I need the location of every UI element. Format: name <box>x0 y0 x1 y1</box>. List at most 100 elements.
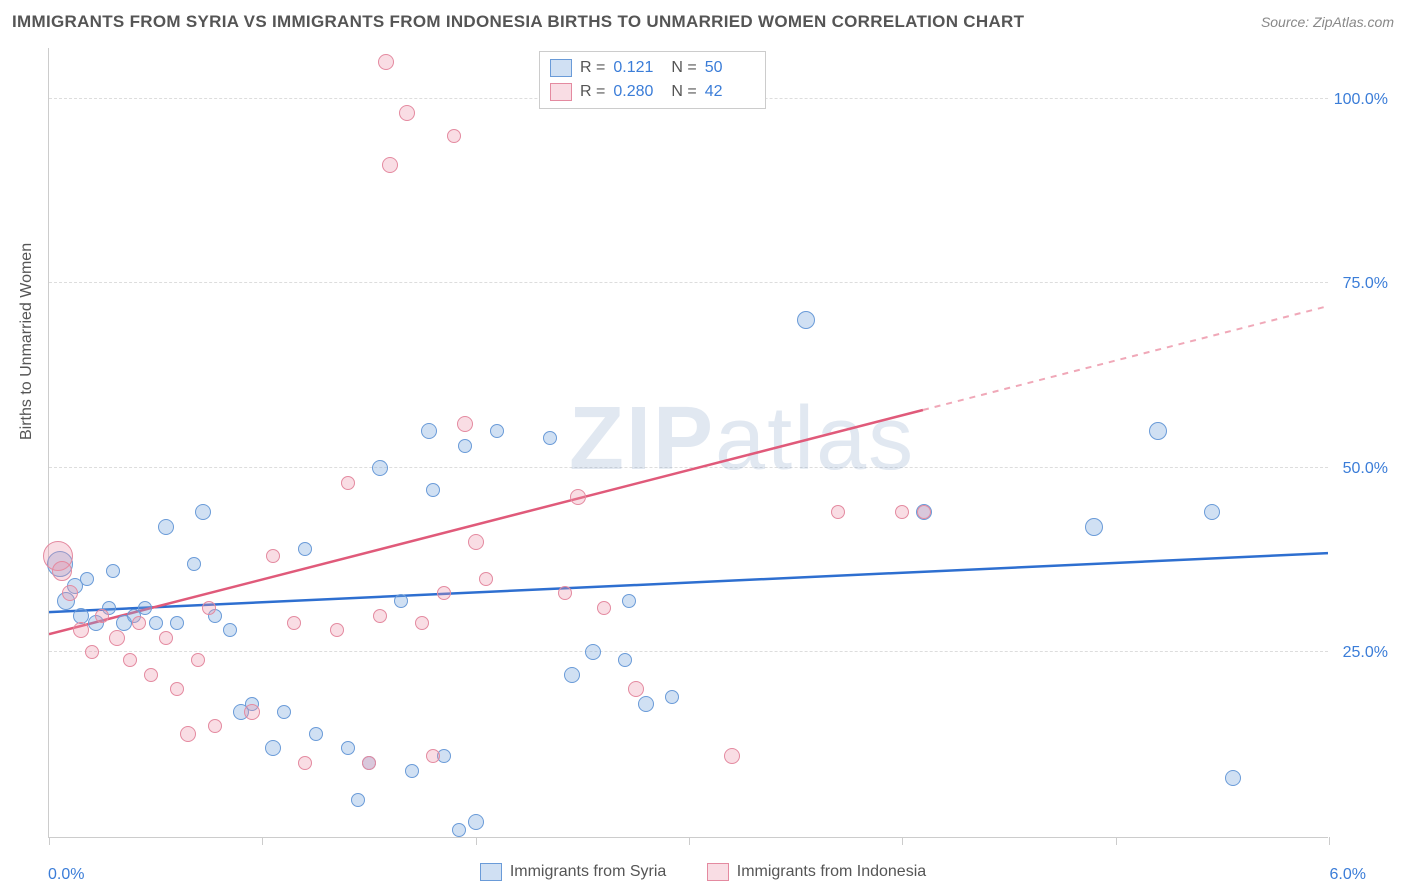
data-point <box>399 105 415 121</box>
data-point <box>665 690 679 704</box>
data-point <box>415 616 429 630</box>
y-tick-label: 75.0% <box>1343 275 1388 293</box>
x-tick <box>689 837 690 845</box>
data-point <box>831 505 845 519</box>
x-tick <box>262 837 263 845</box>
data-point <box>73 622 89 638</box>
data-point <box>895 505 909 519</box>
data-point <box>195 504 211 520</box>
data-point <box>341 741 355 755</box>
data-point <box>277 705 291 719</box>
data-point <box>1085 518 1103 536</box>
data-point <box>80 572 94 586</box>
data-point <box>618 653 632 667</box>
x-tick <box>1329 837 1330 845</box>
data-point <box>170 616 184 630</box>
data-point <box>917 505 931 519</box>
data-point <box>543 431 557 445</box>
data-point <box>191 653 205 667</box>
x-tick <box>476 837 477 845</box>
data-point <box>373 609 387 623</box>
data-point <box>244 704 260 720</box>
correlation-legend: R = 0.121 N = 50 R = 0.280 N = 42 <box>539 51 766 109</box>
r-value: 0.280 <box>613 83 663 101</box>
legend-item-syria: Immigrants from Syria <box>480 863 666 881</box>
data-point <box>144 668 158 682</box>
data-point <box>158 519 174 535</box>
data-point <box>341 476 355 490</box>
data-point <box>558 586 572 600</box>
legend-swatch-syria <box>480 863 502 881</box>
data-point <box>1225 770 1241 786</box>
data-point <box>85 645 99 659</box>
trend-line-solid <box>49 410 923 634</box>
data-point <box>159 631 173 645</box>
grid-line <box>49 467 1328 468</box>
data-point <box>490 424 504 438</box>
watermark: ZIPatlas <box>569 388 915 491</box>
data-point <box>421 423 437 439</box>
data-point <box>597 601 611 615</box>
data-point <box>62 585 78 601</box>
scatter-chart: ZIPatlas R = 0.121 N = 50 R = 0.280 N = 42 <box>48 48 1328 838</box>
data-point <box>123 653 137 667</box>
data-point <box>378 54 394 70</box>
data-point <box>132 616 146 630</box>
data-point <box>382 157 398 173</box>
y-tick-label: 100.0% <box>1334 91 1388 109</box>
trend-line-solid <box>49 553 1328 612</box>
r-label: R = <box>580 59 605 77</box>
data-point <box>287 616 301 630</box>
data-point <box>447 129 461 143</box>
data-point <box>202 601 216 615</box>
data-point <box>223 623 237 637</box>
series-legend: Immigrants from Syria Immigrants from In… <box>0 863 1406 886</box>
data-point <box>394 594 408 608</box>
correlation-legend-row: R = 0.121 N = 50 <box>550 56 755 80</box>
data-point <box>468 814 484 830</box>
data-point <box>570 489 586 505</box>
r-label: R = <box>580 83 605 101</box>
r-value: 0.121 <box>613 59 663 77</box>
legend-swatch <box>550 59 572 77</box>
data-point <box>309 727 323 741</box>
data-point <box>298 542 312 556</box>
data-point <box>1204 504 1220 520</box>
data-point <box>724 748 740 764</box>
data-point <box>622 594 636 608</box>
data-point <box>372 460 388 476</box>
n-value: 42 <box>705 83 755 101</box>
n-label: N = <box>671 59 696 77</box>
legend-swatch-indonesia <box>707 863 729 881</box>
data-point <box>564 667 580 683</box>
trend-line-dashed <box>923 306 1328 410</box>
grid-line <box>49 651 1328 652</box>
data-point <box>73 608 89 624</box>
data-point <box>266 549 280 563</box>
y-tick-label: 50.0% <box>1343 460 1388 478</box>
data-point <box>468 534 484 550</box>
data-point <box>362 756 376 770</box>
data-point <box>170 682 184 696</box>
data-point <box>109 630 125 646</box>
data-point <box>479 572 493 586</box>
n-value: 50 <box>705 59 755 77</box>
data-point <box>638 696 654 712</box>
data-point <box>405 764 419 778</box>
source-name: ZipAtlas.com <box>1313 14 1394 30</box>
data-point <box>351 793 365 807</box>
source-label: Source: <box>1261 14 1309 30</box>
legend-label-indonesia: Immigrants from Indonesia <box>737 863 926 881</box>
data-point <box>628 681 644 697</box>
data-point <box>797 311 815 329</box>
data-point <box>426 483 440 497</box>
data-point <box>208 719 222 733</box>
data-point <box>458 439 472 453</box>
data-point <box>330 623 344 637</box>
legend-item-indonesia: Immigrants from Indonesia <box>707 863 926 881</box>
grid-line <box>49 282 1328 283</box>
x-tick <box>49 837 50 845</box>
n-label: N = <box>671 83 696 101</box>
data-point <box>180 726 196 742</box>
x-tick <box>1116 837 1117 845</box>
